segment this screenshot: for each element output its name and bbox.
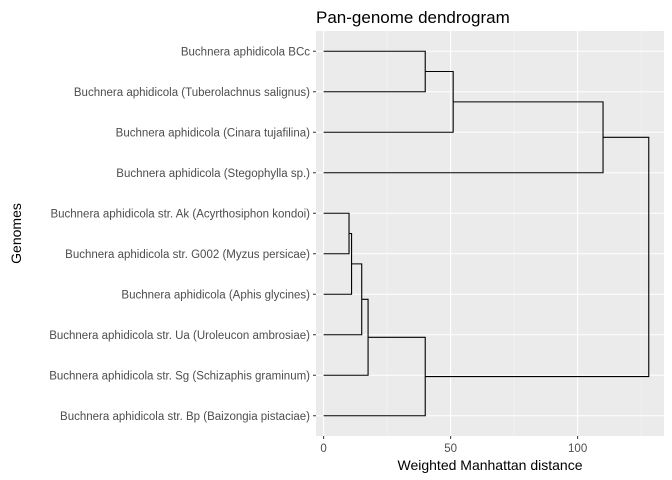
y-axis: Buchnera aphidicola BCc Buchnera aphidico… — [49, 46, 316, 423]
dendrogram-link-n5 — [323, 50, 426, 93]
y-tick-label: Buchnera aphidicola str. G002 (Myzus per… — [65, 249, 310, 261]
y-tick-label: Buchnera aphidicola str. Sg (Schizaphis … — [49, 370, 310, 382]
x-tick-label: 0 — [320, 443, 326, 455]
chart-title: Pan-genome dendrogram — [316, 8, 510, 27]
dendrogram-link-n8 — [323, 101, 604, 174]
x-axis-title: Weighted Manhattan distance — [398, 457, 583, 473]
y-tick-label: Buchnera aphidicola str. Bp (Baizongia p… — [60, 411, 310, 423]
y-axis-title: Genomes — [8, 203, 24, 264]
plot-panel — [316, 31, 664, 436]
y-tick-label: Buchnera aphidicola BCc — [181, 46, 310, 58]
dendrogram-link-n2 — [323, 232, 353, 295]
y-tick-label: Buchnera aphidicola (Stegophylla sp.) — [116, 168, 310, 180]
y-tick-label: Buchnera aphidicola str. Ak (Acyrthosiph… — [50, 208, 310, 220]
dendrogram-link-n6 — [323, 336, 426, 417]
y-tick-label: Buchnera aphidicola (Tuberolachnus salig… — [74, 87, 310, 99]
dendrogram-links — [323, 50, 650, 417]
x-tick-label: 100 — [568, 443, 587, 455]
dendrogram-link-n9 — [425, 136, 650, 378]
x-axis: 0 50 100 — [320, 436, 587, 455]
y-tick-label: Buchnera aphidicola (Aphis glycines) — [121, 289, 310, 301]
y-tick-label: Buchnera aphidicola str. Ua (Uroleucon a… — [49, 330, 310, 342]
y-tick-label: Buchnera aphidicola (Cinara tujafilina) — [116, 127, 311, 139]
x-tick-label: 50 — [444, 443, 457, 455]
